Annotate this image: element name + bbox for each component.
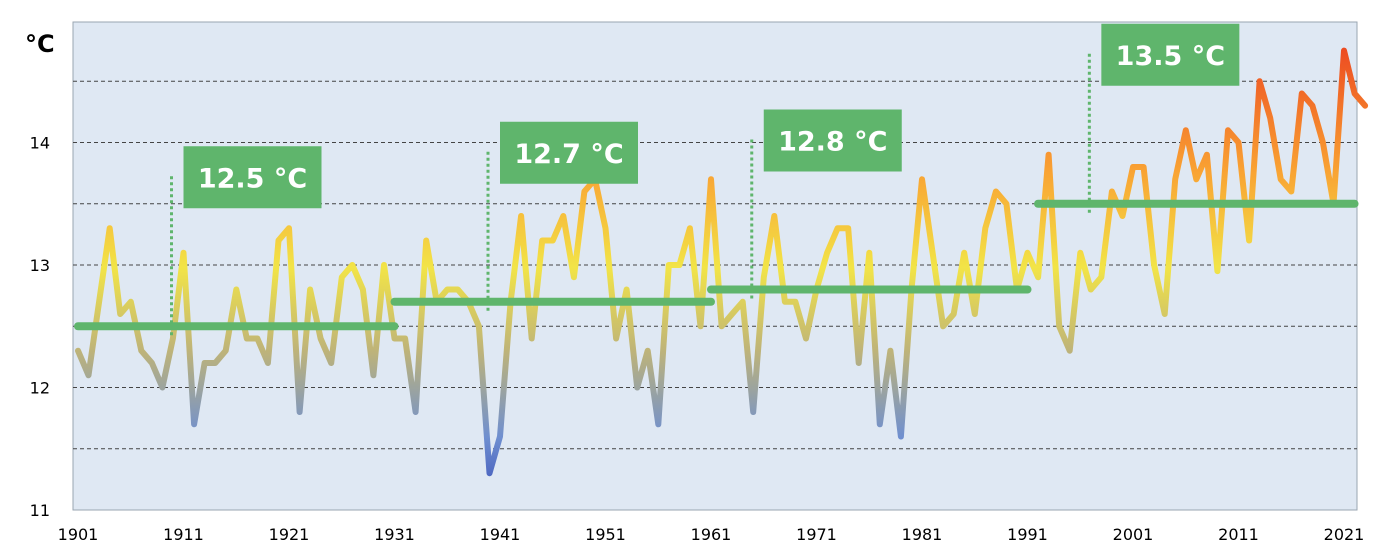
x-tick-label: 1981 (902, 525, 943, 544)
average-label: 13.5 °C (1116, 41, 1225, 72)
x-tick-label: 1901 (58, 525, 99, 544)
x-tick-label: 1991 (1007, 525, 1048, 544)
x-tick-label: 1961 (691, 525, 732, 544)
average-label-box (183, 146, 322, 209)
average-label: 12.8 °C (778, 127, 887, 158)
average-label: 12.5 °C (198, 163, 307, 194)
x-tick-label: 2001 (1113, 525, 1154, 544)
average-label-box (763, 109, 902, 172)
average-label-box (500, 121, 638, 184)
y-axis: 11 12 13 14 (30, 134, 50, 521)
x-tick-label: 1911 (163, 525, 204, 544)
x-tick-label: 1931 (374, 525, 415, 544)
x-tick-label: 2021 (1324, 525, 1365, 544)
x-tick-label: 1971 (796, 525, 837, 544)
average-label: 12.7 °C (514, 139, 623, 170)
x-tick-label: 1951 (585, 525, 626, 544)
y-tick-label: 11 (30, 501, 50, 520)
temperature-line (75, 47, 1369, 477)
series-temperature (75, 47, 1369, 477)
period-averages: 12.5 °C 12.7 °C 12.8 °C 13.5 °C (74, 23, 1359, 339)
y-tick-label: 14 (30, 134, 50, 153)
y-tick-label: 13 (30, 256, 50, 275)
x-axis: 1901 1911 1921 1931 1941 1951 1961 1971 1981 1991… (58, 525, 1365, 544)
x-tick-label: 1921 (269, 525, 310, 544)
average-label-box (1101, 23, 1240, 86)
y-axis-unit-label: °C (25, 30, 55, 58)
x-tick-label: 2011 (1218, 525, 1259, 544)
y-tick-label: 12 (30, 379, 50, 398)
x-tick-label: 1941 (480, 525, 521, 544)
